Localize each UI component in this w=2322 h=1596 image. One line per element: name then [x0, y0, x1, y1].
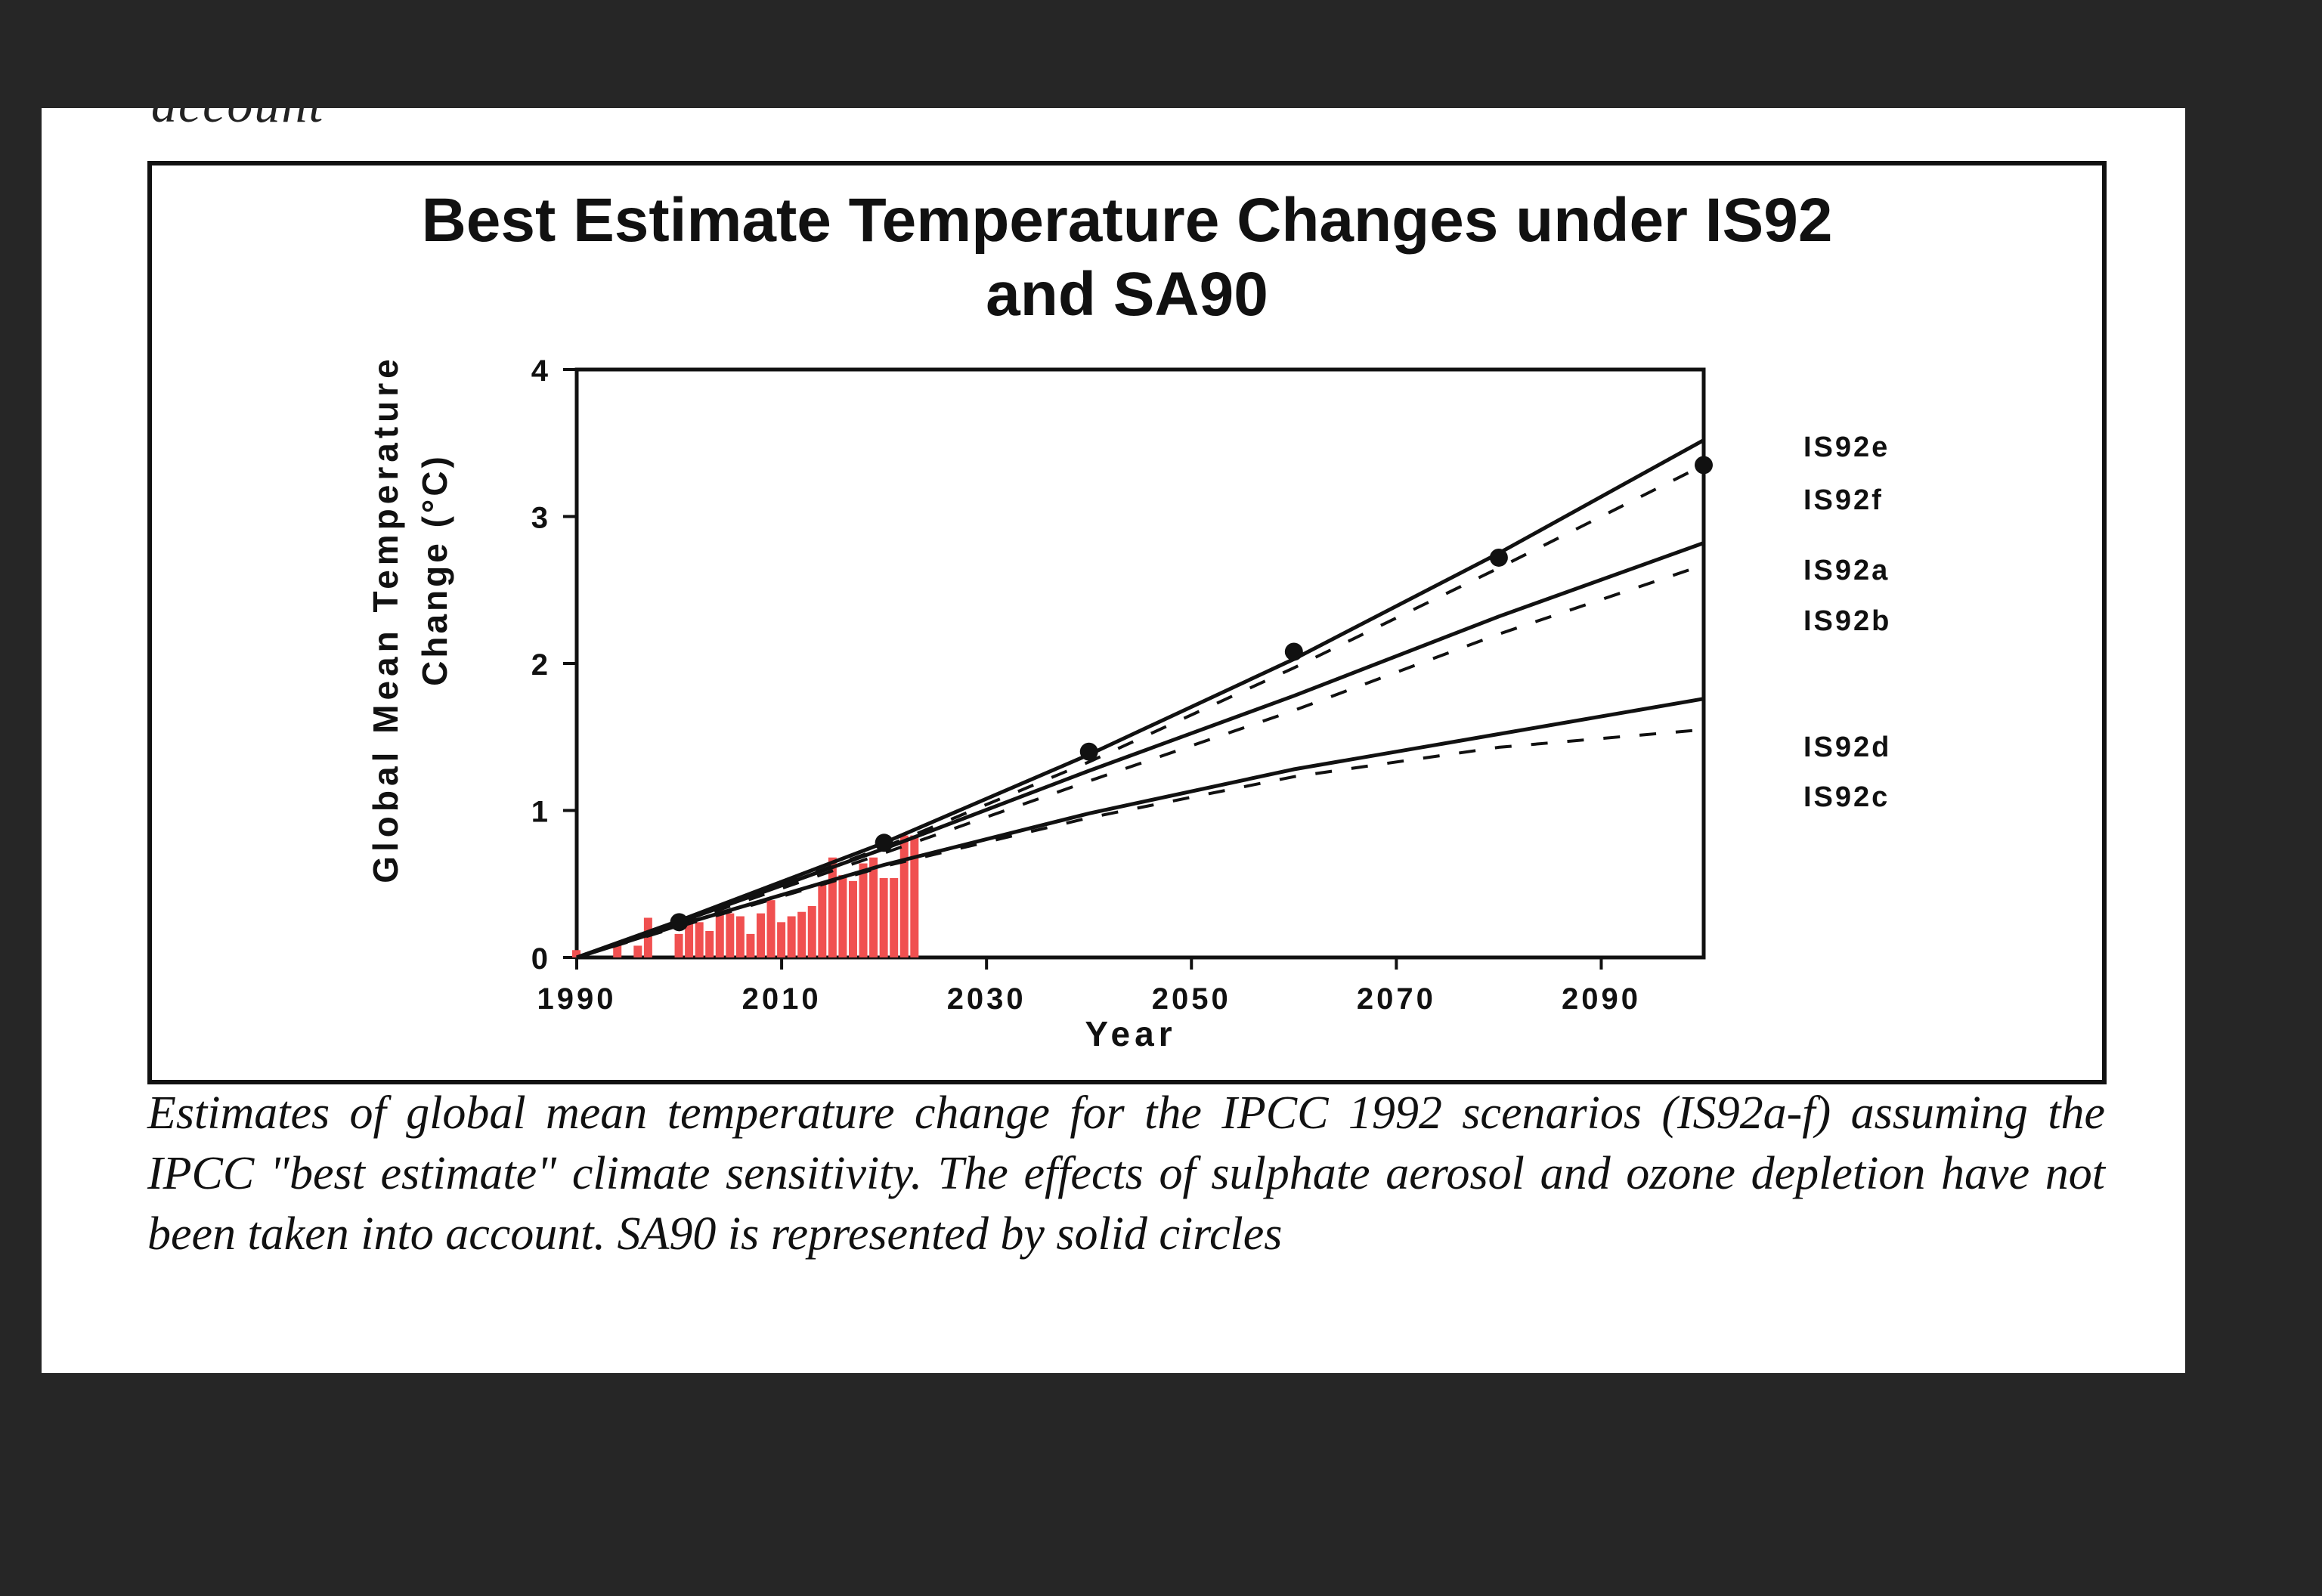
legend-label-is92f: IS92f	[1803, 484, 1884, 516]
sa90-markers	[670, 456, 1713, 932]
observed-bar	[890, 877, 899, 957]
y-axis-label-line-1: Global Mean Temperature	[366, 354, 405, 883]
sa90-marker	[1695, 456, 1713, 475]
x-tick-label: 2070	[1357, 982, 1436, 1016]
chart-title: Best Estimate Temperature Changes under …	[152, 184, 2102, 332]
y-tick-label: 0	[531, 942, 548, 976]
observed-bar	[643, 917, 652, 957]
chart-title-line-2: and SA90	[986, 260, 1268, 329]
plot-area-border	[574, 367, 1706, 960]
legend-label-is92a: IS92a	[1803, 555, 1890, 586]
observed-bar	[705, 930, 714, 957]
y-tick-label: 3	[531, 502, 548, 535]
legend-label-is92c: IS92c	[1803, 781, 1890, 813]
x-tick-label: 2030	[947, 982, 1026, 1016]
observed-bar	[869, 857, 878, 957]
sa90-marker	[1079, 742, 1098, 761]
y-axis-label: Global Mean Temperature Change (°C)	[366, 354, 454, 883]
observed-bar	[828, 857, 837, 957]
x-axis-label: Year	[1085, 1014, 1176, 1053]
observed-bar	[787, 916, 796, 957]
observed-bar	[695, 922, 704, 957]
figure-caption: Estimates of global mean temperature cha…	[147, 1087, 2105, 1260]
observed-bar	[859, 863, 868, 957]
legend-label-is92b: IS92b	[1803, 605, 1891, 637]
legend-label-is92d: IS92d	[1803, 732, 1891, 763]
observed-bar	[715, 908, 724, 957]
x-tick-label: 2090	[1562, 982, 1641, 1016]
temperature-chart: Global Mean Temperature Change (°C) Year…	[366, 354, 1891, 1053]
sa90-marker	[670, 913, 689, 932]
y-tick-label: 4	[531, 354, 549, 388]
series-line-is92e	[576, 438, 1705, 960]
x-tick-label: 2010	[742, 982, 822, 1016]
observed-bar	[572, 950, 580, 957]
observed-bar	[674, 933, 683, 957]
observed-bar	[766, 900, 776, 957]
series-line-is92f	[576, 463, 1704, 959]
sa90-marker	[875, 834, 893, 852]
series-line-is92d	[576, 697, 1704, 960]
observed-bar	[777, 922, 786, 957]
observed-bar	[726, 913, 735, 957]
x-tick-label: 2050	[1152, 982, 1231, 1016]
y-axis-label-line-2: Change (°C)	[415, 453, 454, 686]
observed-bar	[797, 911, 807, 957]
observed-bar	[818, 883, 827, 957]
observed-bar	[746, 933, 755, 957]
observed-bar	[685, 919, 694, 957]
observed-bars	[572, 835, 919, 957]
previous-page-text: account	[151, 108, 324, 135]
observed-bar	[756, 913, 765, 957]
sa90-marker	[1489, 548, 1508, 567]
y-tick-label: 1	[531, 796, 548, 829]
x-tick-label: 1990	[537, 982, 617, 1016]
observed-bar	[899, 835, 909, 957]
figure-frame: Best Estimate Temperature Changes under …	[147, 161, 2107, 1084]
sa90-marker	[1284, 642, 1303, 661]
observed-bar	[613, 942, 622, 957]
observed-bar	[633, 945, 642, 957]
observed-bar	[910, 835, 919, 957]
observed-bar	[848, 880, 857, 957]
observed-bar	[879, 877, 888, 957]
observed-bar	[735, 916, 745, 957]
chart-title-line-1: Best Estimate Temperature Changes under …	[421, 186, 1833, 255]
observed-bar	[838, 875, 847, 957]
observed-bar	[807, 905, 816, 957]
legend-label-is92e: IS92e	[1803, 431, 1890, 463]
series-line-is92c	[576, 728, 1704, 959]
document-page: account Best Estimate Temperature Change…	[42, 108, 2185, 1373]
y-tick-label: 2	[531, 648, 548, 682]
